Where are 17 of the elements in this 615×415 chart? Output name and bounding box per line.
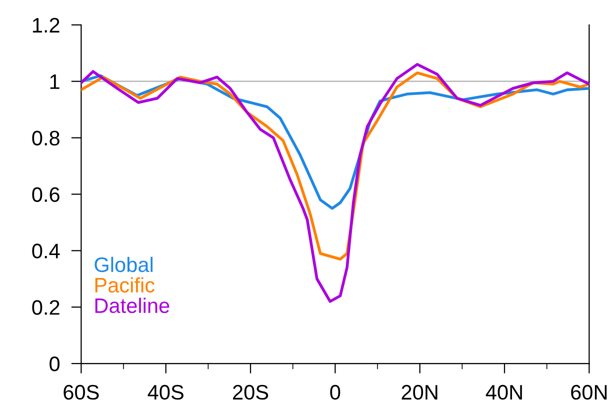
x-tick-label: 60N (571, 384, 607, 400)
x-tick-label: 20S (233, 384, 268, 400)
text: Dateline (95, 298, 170, 314)
y-tick-label: 0.6 (32, 187, 60, 202)
x-tick-label: 60S (64, 384, 99, 400)
y-tick-label: 1 (50, 74, 60, 89)
y-tick-label: 0 (50, 356, 60, 372)
x-tick-label: 40N (486, 384, 522, 400)
y-tick-label: 0.4 (32, 244, 60, 258)
x-tick-label: 20N (402, 384, 438, 400)
x-tick-label: 40S (148, 384, 184, 400)
y-tick-label: 1.2 (32, 18, 60, 32)
y-tick-label: 0.2 (32, 300, 60, 315)
y-tick-label: 0.8 (32, 130, 60, 146)
text: Global (94, 256, 153, 272)
text: Pacific (95, 277, 154, 293)
x-tick-label: 0 (330, 384, 340, 400)
